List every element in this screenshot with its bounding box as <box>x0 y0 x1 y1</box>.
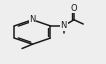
Text: N: N <box>29 15 36 24</box>
Text: O: O <box>71 4 77 13</box>
Text: N: N <box>60 21 67 30</box>
